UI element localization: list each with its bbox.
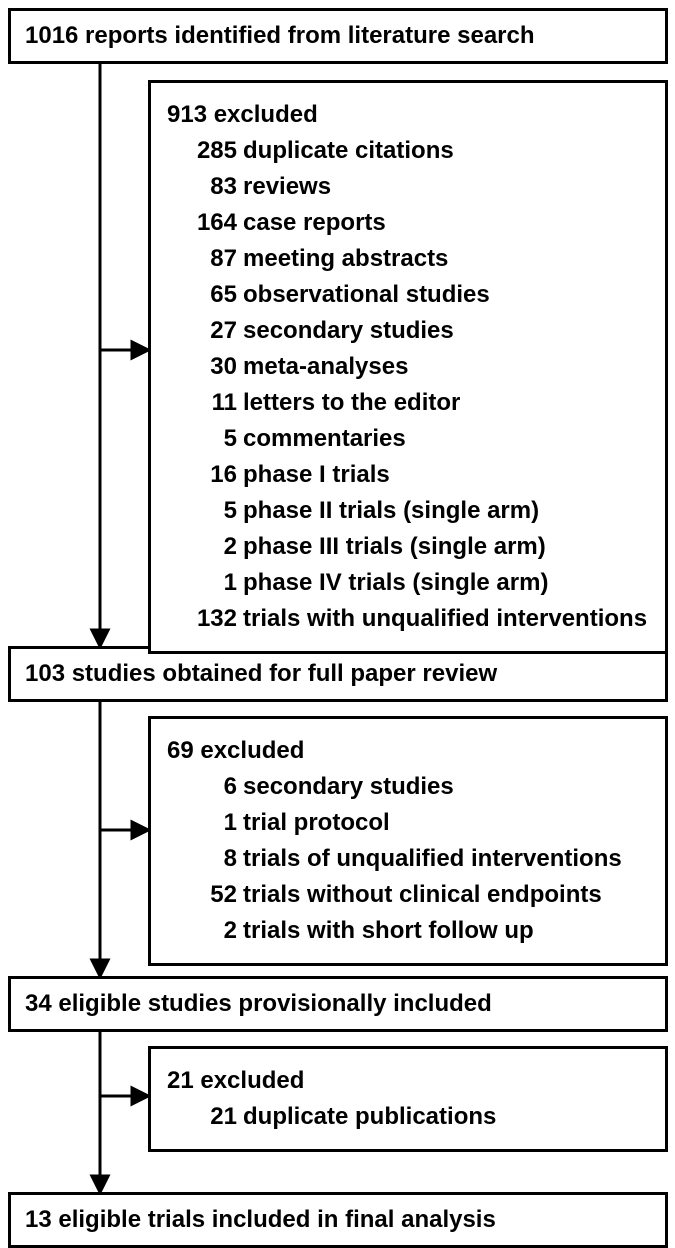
- exclusion-reason: trials with short follow up: [243, 913, 649, 949]
- exclusion-item: 16phase I trials: [167, 457, 649, 493]
- exclusion-item: 65observational studies: [167, 277, 649, 313]
- exclusion-item: 1phase IV trials (single arm): [167, 565, 649, 601]
- exclusion-item: 27secondary studies: [167, 313, 649, 349]
- flow-node-label: 13 eligible trials included in final ana…: [25, 1206, 496, 1233]
- exclusion-count: 164: [185, 205, 243, 241]
- exclusion-count: 52: [185, 877, 243, 913]
- exclusion-item: 52trials without clinical endpoints: [167, 877, 649, 913]
- exclusion-reason: case reports: [243, 205, 649, 241]
- exclusion-reason: duplicate publications: [243, 1099, 649, 1135]
- exclusion-item: 1trial protocol: [167, 805, 649, 841]
- exclusion-count: 30: [185, 349, 243, 385]
- exclusion-reason: letters to the editor: [243, 385, 649, 421]
- exclusion-reason: reviews: [243, 169, 649, 205]
- exclusion-reason: phase IV trials (single arm): [243, 565, 649, 601]
- exclusion-count: 11: [185, 385, 243, 421]
- flow-node-b1: 1016 reports identified from literature …: [8, 8, 668, 64]
- exclusion-item: 21duplicate publications: [167, 1099, 649, 1135]
- exclusion-reason: commentaries: [243, 421, 649, 457]
- exclusion-item: 5phase II trials (single arm): [167, 493, 649, 529]
- exclusion-item: 83reviews: [167, 169, 649, 205]
- exclusion-reason: meeting abstracts: [243, 241, 649, 277]
- exclusion-reason: trials with unqualified interventions: [243, 601, 649, 637]
- exclusion-header: 21 excluded: [167, 1063, 649, 1099]
- exclusion-item: 6secondary studies: [167, 769, 649, 805]
- exclusion-box-s1: 913 excluded285duplicate citations83revi…: [148, 80, 668, 654]
- exclusion-reason: secondary studies: [243, 769, 649, 805]
- exclusion-count: 2: [185, 529, 243, 565]
- flow-node-b4: 13 eligible trials included in final ana…: [8, 1192, 668, 1248]
- exclusion-item: 164case reports: [167, 205, 649, 241]
- exclusion-item: 8trials of unqualified interventions: [167, 841, 649, 877]
- exclusion-reason: phase I trials: [243, 457, 649, 493]
- exclusion-count: 87: [185, 241, 243, 277]
- exclusion-item: 30meta-analyses: [167, 349, 649, 385]
- exclusion-item: 132trials with unqualified interventions: [167, 601, 649, 637]
- exclusion-item: 2trials with short follow up: [167, 913, 649, 949]
- flow-node-b3: 34 eligible studies provisionally includ…: [8, 976, 668, 1032]
- exclusion-count: 285: [185, 133, 243, 169]
- exclusion-count: 5: [185, 421, 243, 457]
- exclusion-count: 1: [185, 565, 243, 601]
- flow-node-label: 103 studies obtained for full paper revi…: [25, 660, 497, 687]
- exclusion-reason: trials of unqualified interventions: [243, 841, 649, 877]
- exclusion-reason: phase II trials (single arm): [243, 493, 649, 529]
- exclusion-header: 913 excluded: [167, 97, 649, 133]
- exclusion-count: 83: [185, 169, 243, 205]
- exclusion-reason: trial protocol: [243, 805, 649, 841]
- exclusion-reason: secondary studies: [243, 313, 649, 349]
- exclusion-count: 6: [185, 769, 243, 805]
- exclusion-item: 11letters to the editor: [167, 385, 649, 421]
- exclusion-reason: meta-analyses: [243, 349, 649, 385]
- exclusion-reason: duplicate citations: [243, 133, 649, 169]
- exclusion-count: 8: [185, 841, 243, 877]
- exclusion-count: 1: [185, 805, 243, 841]
- flow-node-label: 34 eligible studies provisionally includ…: [25, 990, 492, 1017]
- exclusion-box-s3: 21 excluded21duplicate publications: [148, 1046, 668, 1152]
- exclusion-reason: phase III trials (single arm): [243, 529, 649, 565]
- exclusion-reason: observational studies: [243, 277, 649, 313]
- exclusion-count: 16: [185, 457, 243, 493]
- exclusion-count: 2: [185, 913, 243, 949]
- exclusion-item: 87meeting abstracts: [167, 241, 649, 277]
- exclusion-count: 27: [185, 313, 243, 349]
- exclusion-item: 5commentaries: [167, 421, 649, 457]
- exclusion-reason: trials without clinical endpoints: [243, 877, 649, 913]
- exclusion-item: 285duplicate citations: [167, 133, 649, 169]
- exclusion-count: 5: [185, 493, 243, 529]
- exclusion-count: 132: [185, 601, 243, 637]
- flow-node-label: 1016 reports identified from literature …: [25, 22, 535, 49]
- flow-node-b2: 103 studies obtained for full paper revi…: [8, 646, 668, 702]
- exclusion-header: 69 excluded: [167, 733, 649, 769]
- exclusion-box-s2: 69 excluded6secondary studies1trial prot…: [148, 716, 668, 966]
- exclusion-count: 21: [185, 1099, 243, 1135]
- exclusion-count: 65: [185, 277, 243, 313]
- exclusion-item: 2phase III trials (single arm): [167, 529, 649, 565]
